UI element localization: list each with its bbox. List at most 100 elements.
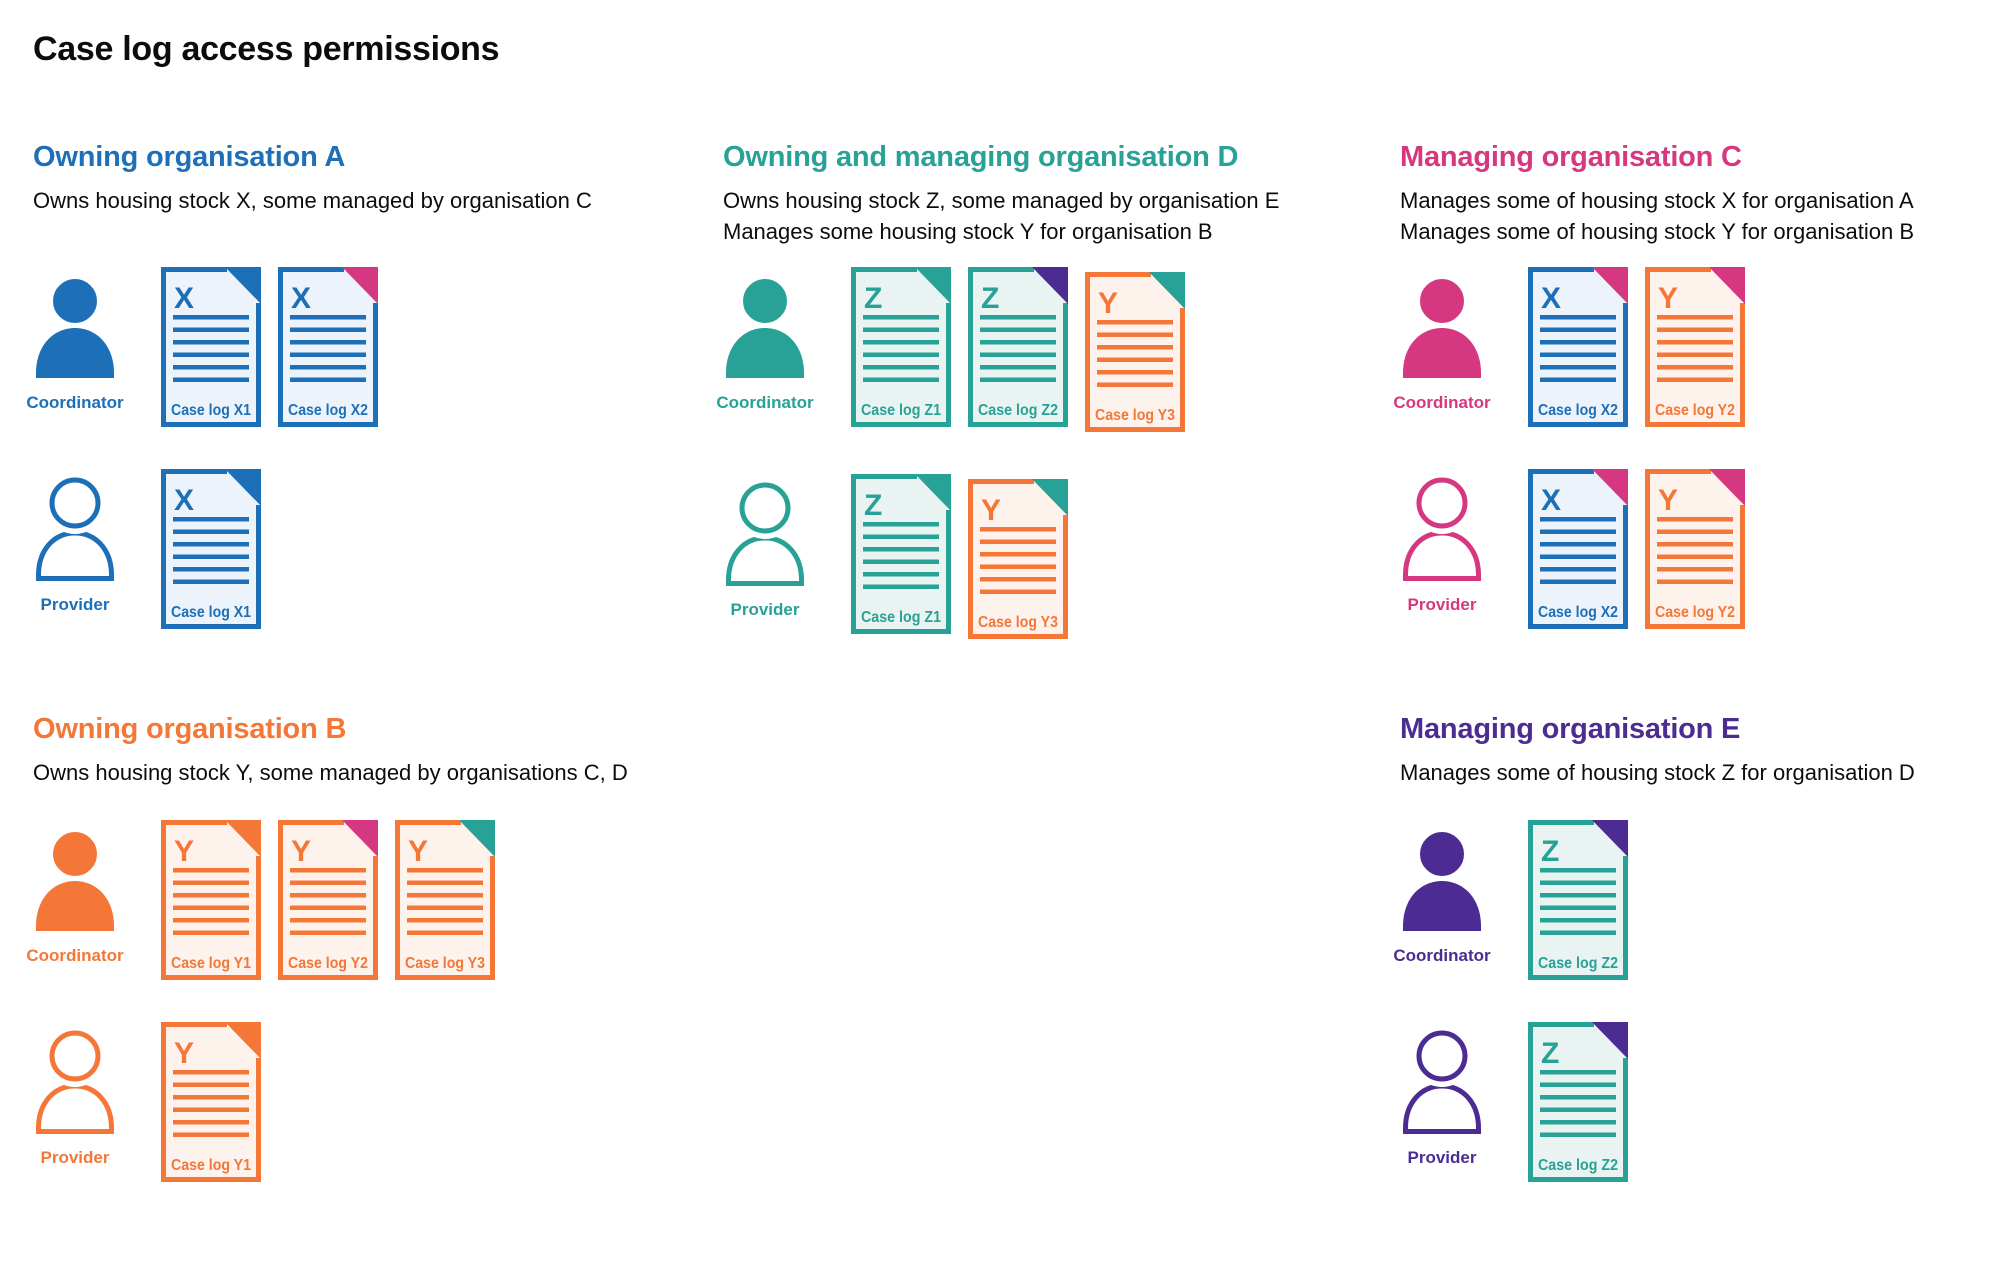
doc-text-line bbox=[173, 1107, 249, 1112]
doc-label: Case log Y3 bbox=[405, 955, 485, 972]
doc-border bbox=[1085, 272, 1185, 432]
doc-border bbox=[1528, 469, 1628, 629]
case-log-document-icon: Z Case log Z2 bbox=[1528, 1022, 1628, 1182]
doc-text-line bbox=[980, 564, 1056, 569]
doc-text-line bbox=[173, 529, 249, 534]
doc-page bbox=[1530, 1024, 1626, 1180]
coordinator-figure: Coordinator bbox=[26, 820, 124, 966]
case-log-doc-case-log-x1: X Case log X1 bbox=[161, 267, 261, 427]
doc-text-line bbox=[980, 327, 1056, 332]
folded-corner-icon bbox=[342, 820, 378, 857]
folded-corner-icon bbox=[1592, 820, 1628, 857]
person-head bbox=[1417, 276, 1467, 326]
person-filled-icon bbox=[36, 829, 114, 931]
doc-border bbox=[851, 474, 951, 634]
person-filled-icon bbox=[36, 276, 114, 378]
doc-page bbox=[163, 1024, 259, 1180]
person-outline-icon bbox=[1403, 1030, 1481, 1134]
doc-border bbox=[278, 267, 378, 427]
person-outline-icon bbox=[36, 1030, 114, 1134]
person-role-label: Coordinator bbox=[26, 393, 124, 412]
person-body bbox=[1403, 1083, 1481, 1134]
case-log-doc-case-log-z2: Z Case log Z2 bbox=[1528, 820, 1628, 980]
doc-text-line bbox=[980, 527, 1056, 532]
doc-text-line bbox=[173, 579, 249, 584]
case-log-document-icon: Z Case log Z2 bbox=[968, 267, 1068, 427]
permission-rows: Coordinator Y Case log Y1 Y Case log Y2 … bbox=[26, 820, 683, 1182]
doc-text-line bbox=[863, 340, 939, 345]
doc-label: Case log X2 bbox=[288, 402, 368, 419]
doc-stock-letter: Y bbox=[408, 835, 428, 868]
coordinator-row: Coordinator X Case log X1 X Case log X2 bbox=[26, 267, 683, 427]
case-log-doc-case-log-y2: Y Case log Y2 bbox=[1645, 267, 1745, 427]
doc-text-line bbox=[863, 534, 939, 539]
person-body bbox=[726, 328, 804, 378]
doc-page bbox=[163, 269, 259, 425]
person-outline-icon bbox=[36, 477, 114, 581]
provider-row: Provider Z Case log Z1 Y Case log Y3 bbox=[723, 474, 1383, 639]
doc-page bbox=[1530, 471, 1626, 627]
case-log-doc-case-log-z2: Z Case log Z2 bbox=[1528, 1022, 1628, 1182]
doc-stock-letter: Z bbox=[1541, 1037, 1559, 1070]
doc-text-line bbox=[1657, 340, 1733, 345]
doc-text-line bbox=[1097, 370, 1173, 375]
case-log-document-icon: Y Case log Y3 bbox=[1085, 272, 1185, 432]
case-log-doc-case-log-y2: Y Case log Y2 bbox=[278, 820, 378, 980]
case-log-document-icon: Z Case log Z1 bbox=[851, 267, 951, 427]
doc-text-line bbox=[173, 918, 249, 923]
provider-row: Provider X Case log X1 bbox=[33, 469, 683, 629]
doc-text-line bbox=[1540, 377, 1616, 382]
case-log-document-icon: X Case log X1 bbox=[161, 267, 261, 427]
section-description: Manages some of housing stock X for orga… bbox=[1400, 185, 1990, 251]
section-heading: Owning organisation A bbox=[33, 141, 346, 173]
doc-label: Case log X2 bbox=[1538, 402, 1618, 419]
doc-text-line bbox=[1657, 315, 1733, 320]
doc-stock-letter: Z bbox=[864, 489, 882, 522]
doc-text-line bbox=[1540, 868, 1616, 873]
case-log-doc-case-log-z1: Z Case log Z1 bbox=[851, 267, 951, 427]
doc-border bbox=[1528, 1022, 1628, 1182]
person-head bbox=[50, 829, 100, 879]
doc-text-line bbox=[290, 315, 366, 320]
doc-text-line bbox=[173, 327, 249, 332]
case-log-doc-case-log-y3: Y Case log Y3 bbox=[968, 479, 1068, 639]
doc-text-line bbox=[1540, 905, 1616, 910]
doc-border bbox=[1645, 267, 1745, 427]
folded-corner-icon bbox=[225, 820, 261, 857]
folded-corner-icon bbox=[1149, 272, 1185, 309]
doc-text-line bbox=[863, 572, 939, 577]
coordinator-figure: Coordinator bbox=[1393, 267, 1491, 413]
doc-text-line bbox=[173, 365, 249, 370]
doc-text-line bbox=[1097, 332, 1173, 337]
coordinator-row: Coordinator X Case log X2 Y Case log Y2 bbox=[1393, 267, 1990, 427]
folded-corner-icon bbox=[915, 267, 951, 304]
doc-page bbox=[1647, 471, 1743, 627]
doc-text-line bbox=[1540, 1107, 1616, 1112]
doc-text-line bbox=[173, 517, 249, 522]
doc-text-line bbox=[407, 893, 483, 898]
doc-text-line bbox=[173, 1120, 249, 1125]
doc-text-line bbox=[1540, 918, 1616, 923]
doc-page bbox=[280, 269, 376, 425]
person-role-label: Coordinator bbox=[26, 946, 124, 965]
section-description: Owns housing stock Y, some managed by or… bbox=[33, 757, 683, 788]
doc-text-line bbox=[1657, 365, 1733, 370]
coordinator-figure: Coordinator bbox=[1393, 820, 1491, 966]
doc-page bbox=[163, 471, 259, 627]
doc-text-line bbox=[1540, 1132, 1616, 1137]
doc-border bbox=[161, 820, 261, 980]
doc-text-line bbox=[290, 327, 366, 332]
doc-text-line bbox=[863, 522, 939, 527]
doc-text-line bbox=[1540, 517, 1616, 522]
folded-corner-icon bbox=[1592, 469, 1628, 506]
coordinator-row: Coordinator Z Case log Z1 Z Case log Z2 … bbox=[716, 267, 1383, 432]
person-role-label: Provider bbox=[40, 1148, 110, 1167]
person-body bbox=[1403, 530, 1481, 581]
section-heading: Owning and managing organisation D bbox=[723, 141, 1239, 173]
case-log-doc-case-log-y3: Y Case log Y3 bbox=[395, 820, 495, 980]
doc-text-line bbox=[1097, 382, 1173, 387]
doc-stock-letter: Y bbox=[291, 835, 311, 868]
case-log-document-icon: Y Case log Y3 bbox=[968, 479, 1068, 639]
person-role-label: Coordinator bbox=[716, 393, 814, 412]
case-log-docs: X Case log X2 Y Case log Y2 bbox=[1528, 469, 1745, 629]
